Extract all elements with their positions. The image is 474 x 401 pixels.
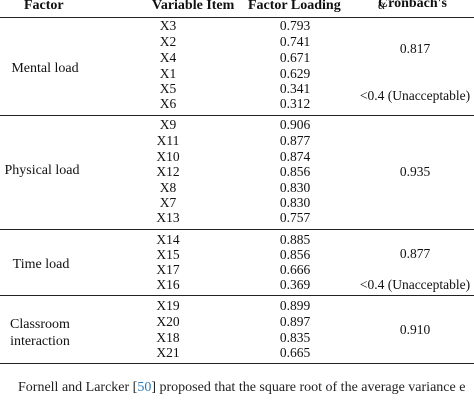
table-row: X4 0.671 [159,50,311,65]
group-divider [0,295,474,296]
table-row: X13 0.757 [156,210,311,225]
table-row: X16 0.369 [156,277,311,292]
alpha-note: <0.4 (Unacceptable) [359,88,471,103]
table-row: X9 0.906 [159,117,311,132]
header-cronbach-alpha: Cronbach's α [378,0,447,13]
alpha-value: 0.877 [399,246,431,261]
header-factor: Factor [24,0,64,13]
factor-label: Classroom interaction [10,317,70,349]
table-bottom-rule [0,363,474,364]
table-row: X21 0.665 [156,345,311,360]
group-divider [0,115,474,116]
factor-label: Physical load [4,163,80,178]
factor-label: Mental load [11,61,79,76]
table-row: X7 0.830 [159,195,311,210]
alpha-value: 0.910 [399,322,431,337]
header-rule [0,17,474,18]
group-divider [0,229,474,230]
table-row: X17 0.666 [156,262,311,277]
alpha-value: 0.935 [399,164,431,179]
table-row: X3 0.793 [159,18,311,33]
table-row: X19 0.899 [156,298,311,313]
body-text: Fornell and Larcker [50] proposed that t… [18,380,466,395]
table-row: X1 0.629 [159,66,311,81]
table-row: X2 0.741 [159,34,311,49]
table-row: X14 0.885 [156,232,311,247]
table-header: Factor Variable Item Factor Loading Cron… [0,0,474,18]
header-variable-item: Variable Item [152,0,235,13]
alpha-note: <0.4 (Unacceptable) [359,277,471,292]
table-row: X10 0.874 [156,149,311,164]
table-row: X15 0.856 [156,247,311,262]
table-row: X8 0.830 [159,180,311,195]
citation-link[interactable]: 50 [137,380,152,395]
factor-label: Time load [12,257,70,272]
table-row: X18 0.835 [156,330,311,345]
table-row: X11 0.877 [156,133,311,148]
table-row: X5 0.341 [159,81,311,96]
table-row: X12 0.856 [156,164,311,179]
table-row: X6 0.312 [159,96,311,111]
alpha-value: 0.817 [399,41,431,56]
table-row: X20 0.897 [156,314,311,329]
header-factor-loading: Factor Loading [248,0,341,13]
